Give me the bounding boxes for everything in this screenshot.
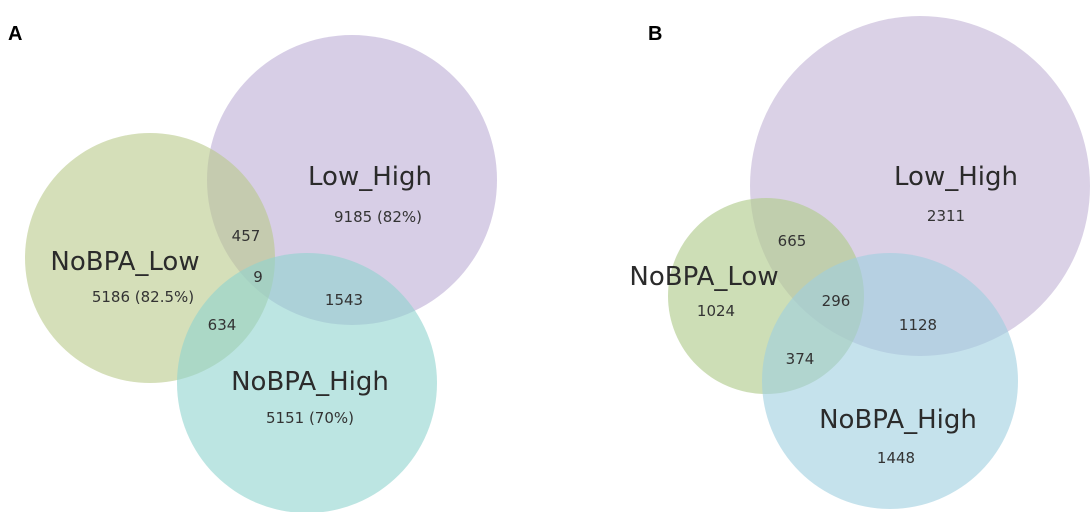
panel-b-overlap-all-three: 296 [822,292,851,310]
panel-a-low-high-circle [207,35,497,325]
panel-b-nobpa-high-label: NoBPA_High [819,405,977,435]
panel-a-letter: A [8,23,22,45]
panel-b-nobpa-low-count: 1024 [697,302,735,320]
panel-b-nobpa-high-count: 1448 [877,449,915,467]
panel-a-nobpa-high-count: 5151 (70%) [266,409,354,427]
panel-b-overlap-low-high-nobpa-high: 1128 [899,316,937,334]
panel-b-nobpa-high-circle [762,253,1018,509]
panel-a-overlap-nobpa-low-nobpa-high: 634 [208,316,237,334]
panel-b-letter: B [648,23,662,45]
panel-b-nobpa-low-label: NoBPA_Low [629,262,778,292]
panel-b-overlap-nobpa-low-nobpa-high: 374 [786,350,815,368]
panel-a-overlap-low-high-nobpa-high: 1543 [325,291,363,309]
panel-a-low-high-label: Low_High [308,162,432,192]
panel-a-overlap-nobpa-low-low-high: 457 [232,227,261,245]
panel-a-nobpa-low-count: 5186 (82.5%) [92,288,194,306]
panel-b-overlap-nobpa-low-low-high: 665 [778,232,807,250]
panel-a-overlap-all-three: 9 [253,268,263,286]
panel-a-nobpa-high-label: NoBPA_High [231,367,389,397]
panel-b-low-high-label: Low_High [894,162,1018,192]
panel-b-low-high-count: 2311 [927,207,965,225]
panel-a-nobpa-low-label: NoBPA_Low [50,247,199,277]
panel-a-nobpa-high-circle [177,253,437,512]
panel-a-low-high-count: 9185 (82%) [334,208,422,226]
panel-b: B Low_High 2311 NoBPA_Low 1024 NoBPA_Hig… [629,16,1090,509]
panel-a: A Low_High 9185 (82%) NoBPA_Low 5186 (82… [8,23,497,512]
